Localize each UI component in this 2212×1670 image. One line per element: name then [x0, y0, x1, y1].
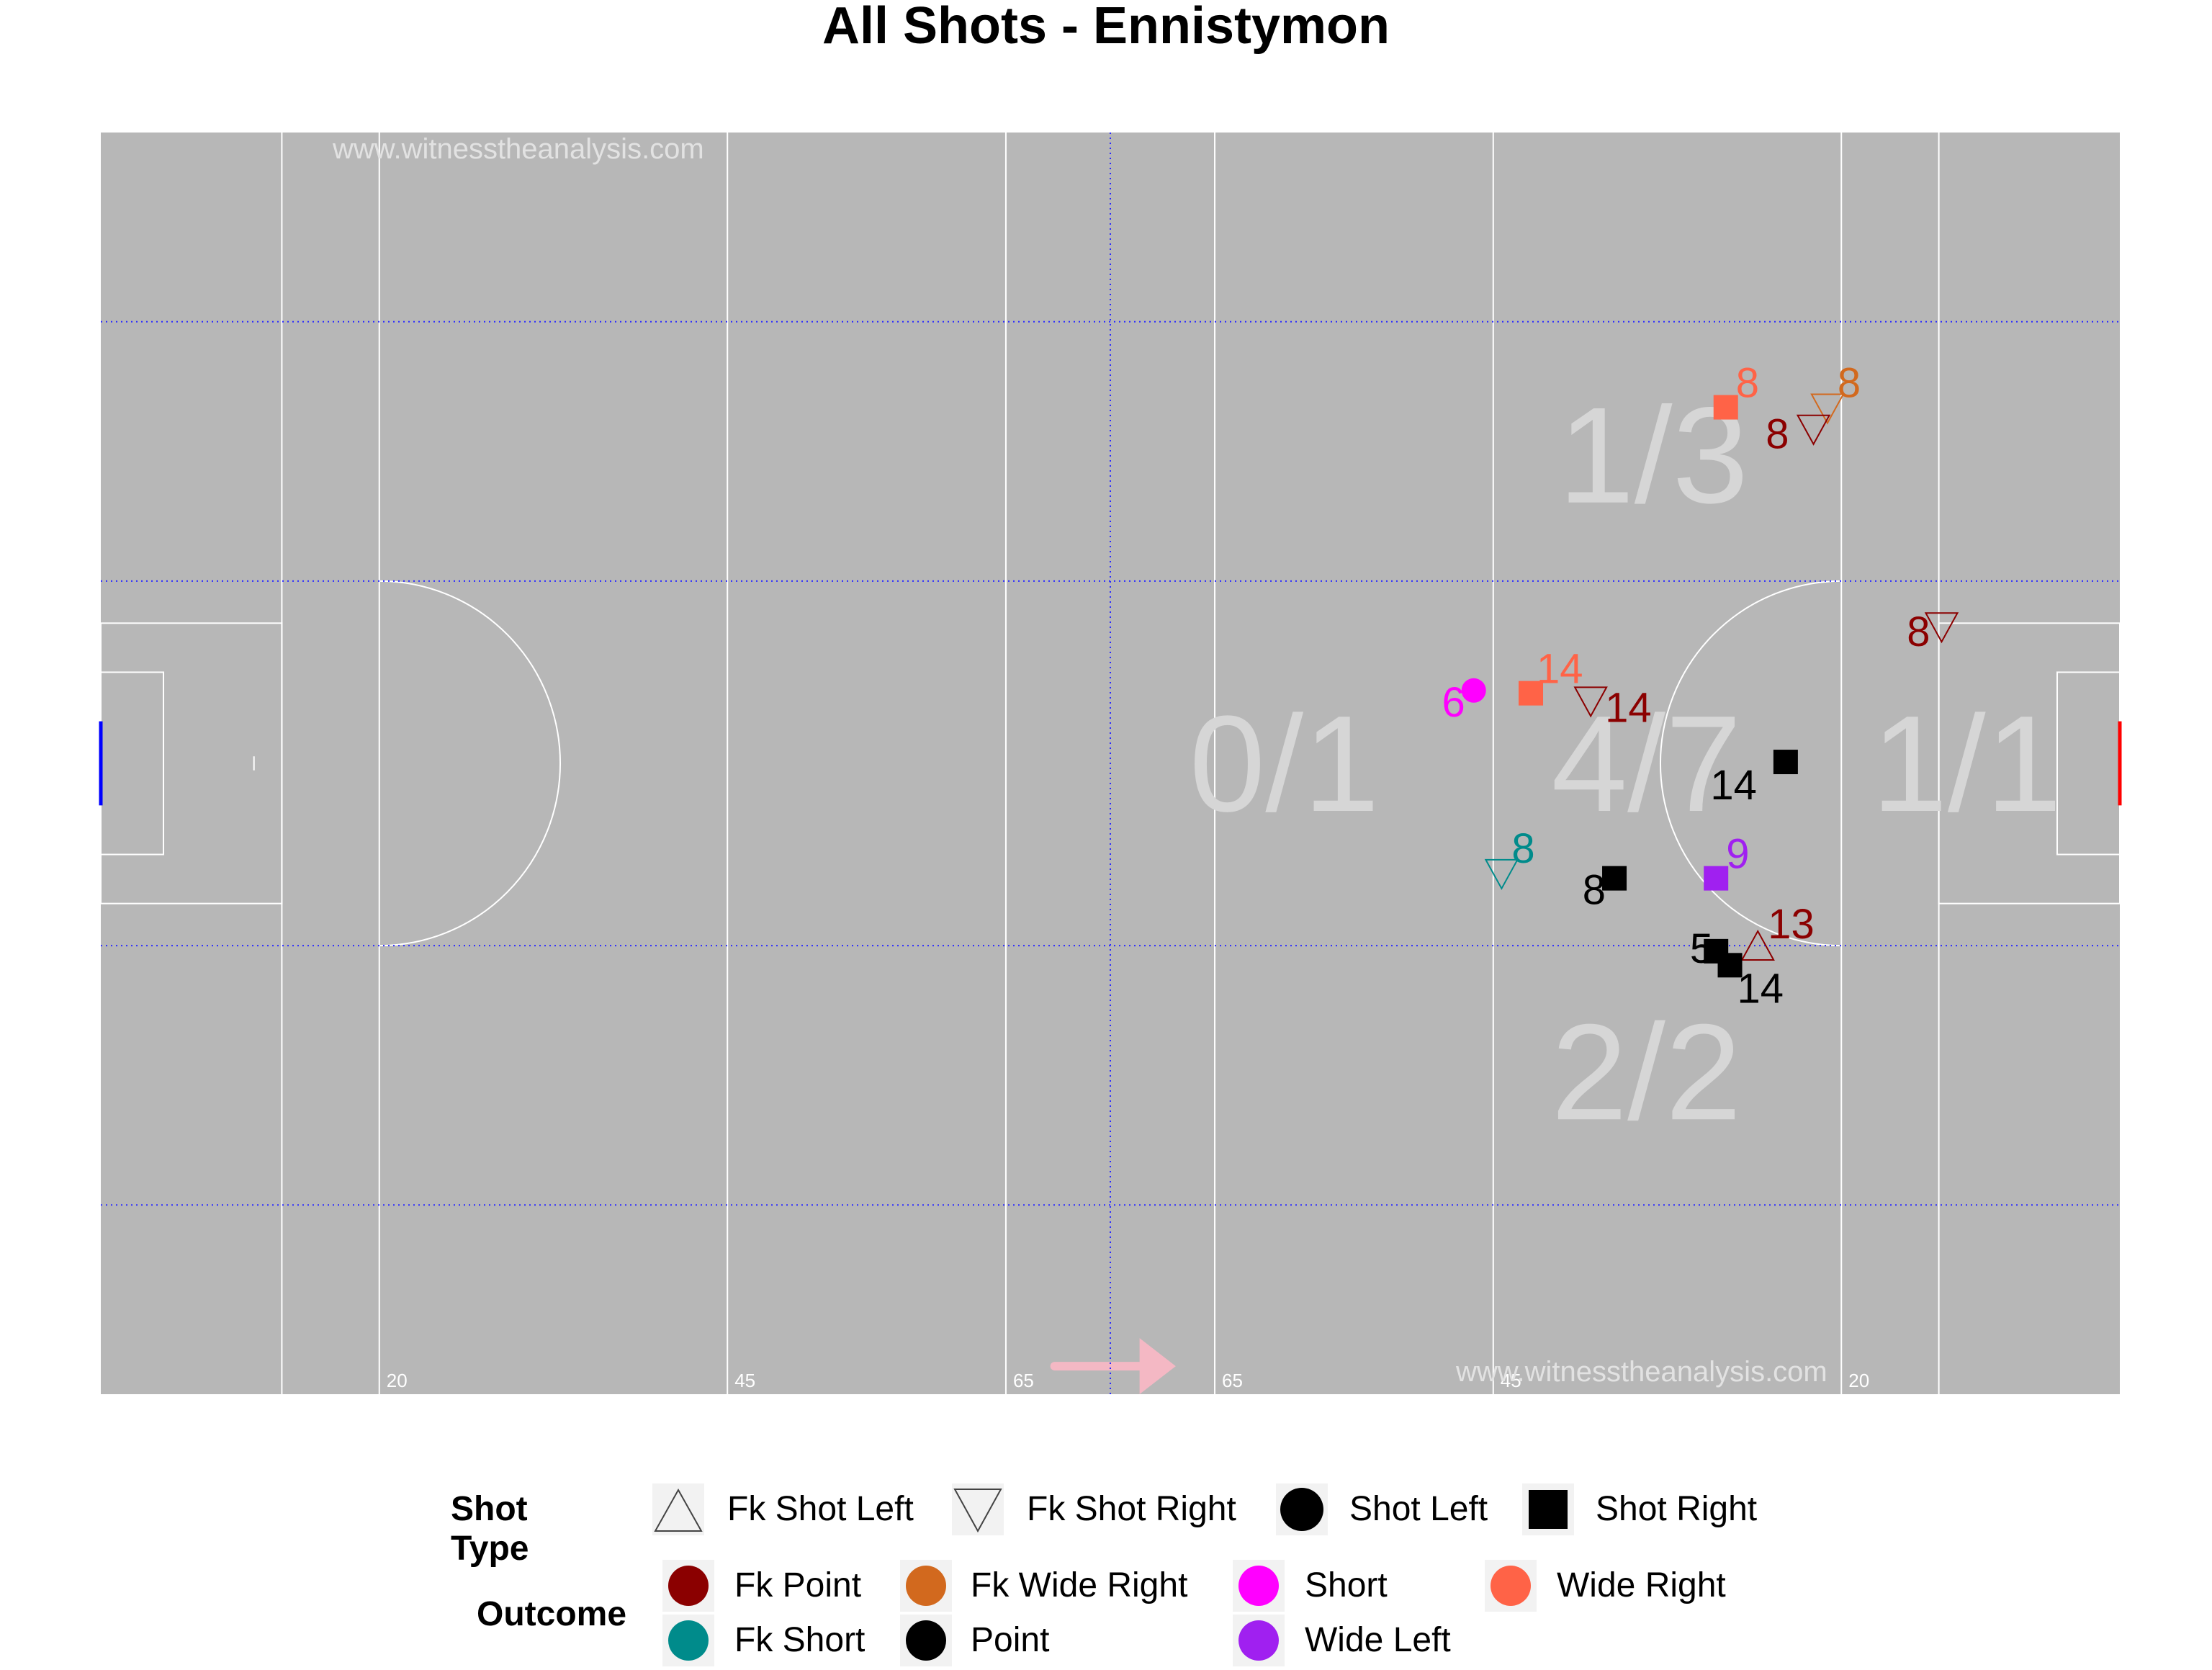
legend-label-fk-shot-right: Fk Shot Right [1027, 1490, 1236, 1528]
zone-score-label: 4/7 [1551, 688, 1741, 840]
shot-marker [1810, 393, 1845, 425]
right-semicircle [1659, 580, 1842, 947]
circle-icon [906, 1566, 946, 1606]
shot-player-label: 14 [1537, 646, 1583, 693]
legend-label-wide-right: Wide Right [1557, 1566, 1726, 1604]
chart-title: All Shots - Ennistymon [822, 0, 1390, 55]
shot-player-label: 6 [1442, 679, 1465, 726]
distance-label: 65 [1013, 1370, 1034, 1391]
legend-key-fk-shot-right [952, 1483, 1004, 1535]
shot-player-label: 5 [1690, 925, 1713, 972]
shot-marker [1519, 681, 1544, 706]
legend-label-shot-left: Shot Left [1349, 1490, 1488, 1528]
shot-player-label: 8 [1736, 360, 1759, 407]
legend-key-shot-right [1522, 1483, 1574, 1535]
circle-icon [906, 1620, 946, 1661]
shot-player-label: 14 [1710, 762, 1757, 809]
shot-markers [1461, 393, 1959, 978]
legend-key-wide-right [1485, 1560, 1537, 1612]
legend-key-wide-left [1233, 1615, 1285, 1666]
square-icon [1529, 1490, 1568, 1529]
legend-label-fk-short: Fk Short [734, 1621, 866, 1659]
shot-player-label: 14 [1737, 965, 1784, 1012]
circle-icon [668, 1566, 709, 1606]
watermark-text: www.witnesstheanalysis.com [332, 133, 704, 165]
distance-label: 20 [387, 1370, 408, 1391]
shot-marker [1704, 866, 1729, 891]
legend-key-shot-left [1276, 1483, 1328, 1535]
zone-score-label: 2/2 [1551, 996, 1741, 1149]
circle-icon [668, 1620, 709, 1661]
circle-icon [1491, 1566, 1531, 1606]
legend-label-fk-point: Fk Point [734, 1566, 862, 1604]
shot-marker [1796, 414, 1831, 446]
shot-marker [1484, 858, 1519, 890]
distance-label: 65 [1222, 1370, 1243, 1391]
shot-marker [1602, 866, 1627, 891]
shot-player-label: 8 [1511, 825, 1534, 872]
legend-shot-type-title: Shot Type [451, 1490, 529, 1568]
zone-score-label: 1/1 [1871, 688, 2062, 840]
legend-outcome-title: Outcome [477, 1595, 627, 1633]
zone-grid [101, 133, 2120, 1394]
distance-label: 20 [1848, 1370, 1869, 1391]
legend-label-point: Point [971, 1621, 1050, 1659]
shot-marker [1717, 953, 1743, 978]
zone-labels: 1/30/1 4/7 1/12/2 [1190, 380, 2062, 1149]
left-semicircle [379, 580, 562, 947]
triangle-up-icon [654, 1488, 703, 1532]
shot-player-label: 9 [1726, 831, 1749, 878]
shot-player-label: 8 [1838, 360, 1861, 407]
shot-player-label: 8 [1583, 867, 1606, 914]
distance-label: 45 [1501, 1370, 1521, 1391]
shot-marker [1924, 612, 1959, 644]
shot-player-label: 8 [1766, 411, 1789, 458]
legend-key-short [1233, 1560, 1285, 1612]
shot-player-label: 14 [1605, 684, 1652, 731]
circle-icon [1238, 1566, 1279, 1606]
legend-key-fk-short [662, 1615, 714, 1666]
zone-score-label: 0/1 [1190, 688, 1380, 840]
legend-label-shot-right: Shot Right [1596, 1490, 1758, 1528]
legend-key-fk-shot-left [652, 1483, 704, 1535]
shot-marker [1573, 686, 1608, 718]
legend-label-wide-left: Wide Left [1305, 1621, 1451, 1659]
legend-key-fk-wide-right [900, 1560, 952, 1612]
triangle-down-icon [953, 1489, 1002, 1533]
shot-player-label: 8 [1907, 609, 1930, 655]
legend-key-fk-point [662, 1560, 714, 1612]
shot-marker [1461, 678, 1486, 703]
shot-marker [1740, 929, 1775, 961]
shot-marker [1713, 395, 1738, 420]
legend-label-short: Short [1305, 1566, 1388, 1604]
direction-arrow-head-icon [1139, 1338, 1176, 1394]
watermark-text: www.witnesstheanalysis.com [1455, 1356, 1827, 1388]
circle-icon [1280, 1488, 1323, 1531]
legend-label-fk-shot-left: Fk Shot Left [727, 1490, 914, 1528]
shot-player-label: 13 [1768, 901, 1815, 948]
circle-icon [1238, 1620, 1279, 1661]
legend-label-fk-wide-right: Fk Wide Right [971, 1566, 1188, 1604]
legend-key-point [900, 1615, 952, 1666]
shot-marker [1773, 750, 1798, 775]
distance-label: 45 [734, 1370, 755, 1391]
